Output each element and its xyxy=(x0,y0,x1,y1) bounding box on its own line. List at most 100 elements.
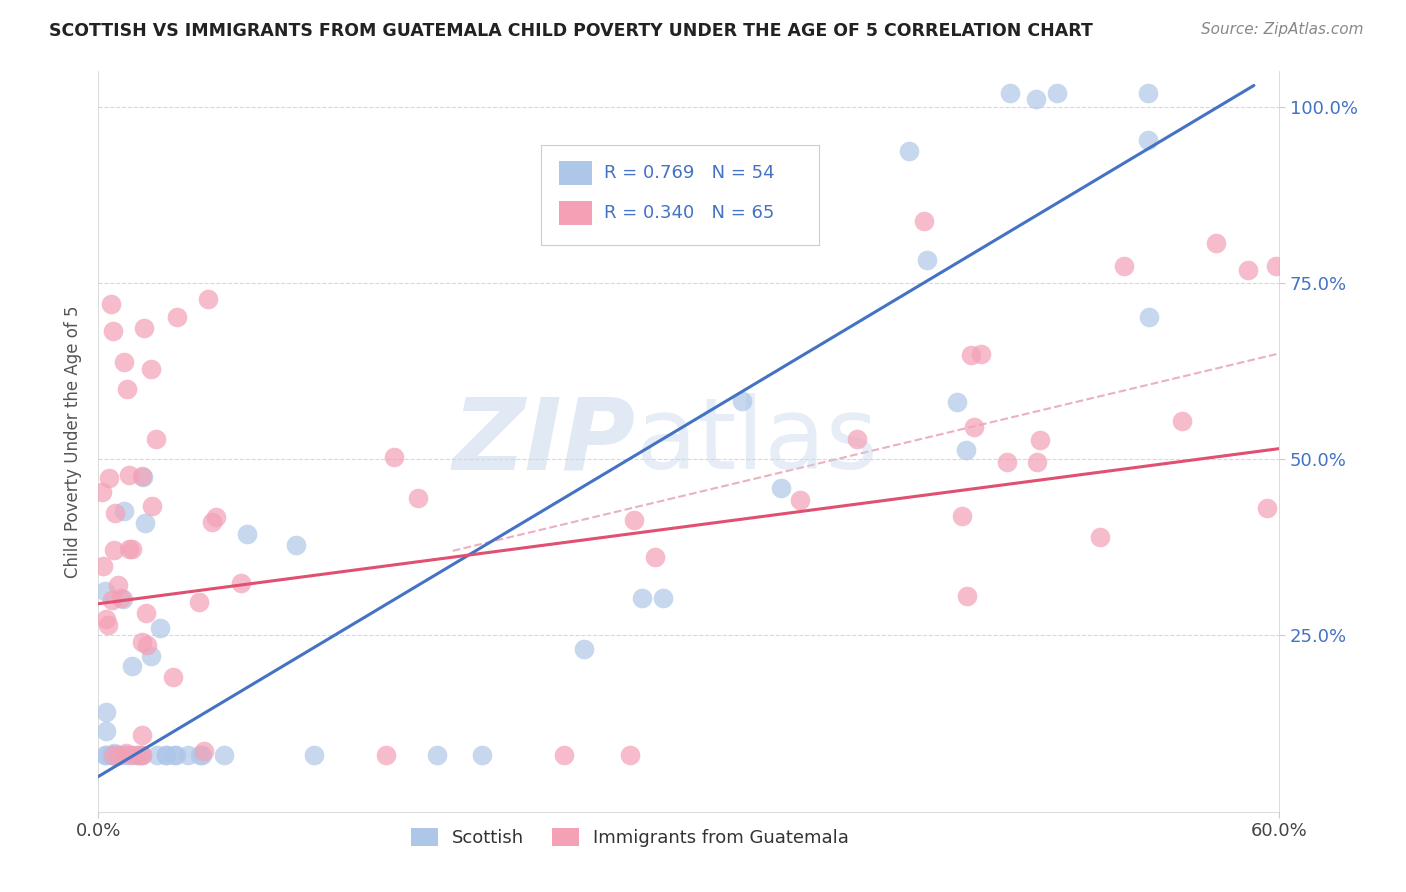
Point xyxy=(131,728,153,742)
Point xyxy=(1136,133,1159,147)
Point xyxy=(132,470,155,484)
Point xyxy=(995,455,1018,469)
Point xyxy=(112,504,135,518)
Point xyxy=(1088,530,1111,544)
Point xyxy=(187,595,209,609)
Point xyxy=(950,509,973,524)
Point xyxy=(129,748,152,763)
Point xyxy=(155,748,177,763)
Point xyxy=(100,748,122,763)
Point xyxy=(94,612,117,626)
Point xyxy=(956,589,979,603)
Point xyxy=(103,507,125,521)
FancyBboxPatch shape xyxy=(541,145,818,245)
Point xyxy=(93,748,115,763)
Point xyxy=(623,513,645,527)
Bar xyxy=(560,201,592,225)
Point xyxy=(121,542,143,557)
Point xyxy=(121,748,143,763)
Point xyxy=(131,468,153,483)
Point xyxy=(136,638,159,652)
Point xyxy=(1046,86,1069,100)
Point xyxy=(101,593,124,607)
Point xyxy=(155,748,177,763)
Point xyxy=(145,748,167,763)
Point xyxy=(114,746,136,760)
Point xyxy=(112,591,135,606)
Point xyxy=(1205,235,1227,250)
Point xyxy=(94,584,117,599)
Point xyxy=(731,394,754,409)
Point xyxy=(284,539,307,553)
Point xyxy=(846,432,869,446)
Point xyxy=(212,748,235,763)
Point xyxy=(789,493,811,508)
Point xyxy=(131,634,153,648)
Legend: Scottish, Immigrants from Guatemala: Scottish, Immigrants from Guatemala xyxy=(404,821,856,855)
Point xyxy=(166,310,188,325)
Point xyxy=(149,621,172,635)
Point xyxy=(1256,501,1278,516)
Point xyxy=(970,346,993,360)
Point xyxy=(134,516,156,531)
Point xyxy=(1236,263,1258,277)
Text: SCOTTISH VS IMMIGRANTS FROM GUATEMALA CHILD POVERTY UNDER THE AGE OF 5 CORRELATI: SCOTTISH VS IMMIGRANTS FROM GUATEMALA CH… xyxy=(49,22,1092,40)
Point xyxy=(375,748,398,763)
Point xyxy=(93,558,115,573)
Text: Source: ZipAtlas.com: Source: ZipAtlas.com xyxy=(1201,22,1364,37)
Point xyxy=(1114,259,1136,273)
Point xyxy=(912,214,935,228)
Point xyxy=(91,485,114,500)
Point xyxy=(125,748,148,763)
Point xyxy=(145,432,167,446)
Point xyxy=(652,591,675,606)
Point xyxy=(112,355,135,369)
Point xyxy=(163,748,186,763)
Point xyxy=(118,542,141,557)
Point xyxy=(127,748,149,763)
Point xyxy=(162,670,184,684)
Point xyxy=(304,748,326,763)
Point xyxy=(1137,86,1160,100)
Point xyxy=(191,748,214,763)
Point xyxy=(101,748,124,763)
Point xyxy=(97,618,120,632)
Text: R = 0.340   N = 65: R = 0.340 N = 65 xyxy=(605,203,775,222)
Point xyxy=(1264,259,1286,273)
Point xyxy=(100,297,122,311)
Point xyxy=(619,748,641,763)
Point xyxy=(139,649,162,664)
Point xyxy=(200,515,222,529)
Point xyxy=(960,348,983,362)
Point xyxy=(103,748,125,763)
Point xyxy=(382,450,405,465)
Point xyxy=(963,420,986,434)
Point xyxy=(107,748,129,763)
Point xyxy=(471,748,494,763)
Point xyxy=(188,748,211,763)
Point xyxy=(1029,433,1052,447)
Point xyxy=(107,578,129,592)
Point xyxy=(94,748,117,763)
Point xyxy=(1137,310,1160,324)
Point xyxy=(1025,92,1047,106)
Point xyxy=(229,575,252,590)
Point xyxy=(94,723,117,738)
Point xyxy=(100,748,122,763)
Point xyxy=(104,748,127,763)
Point xyxy=(101,324,124,338)
Point xyxy=(917,252,939,267)
Point xyxy=(406,491,429,505)
Point xyxy=(108,748,131,763)
Point xyxy=(553,748,575,763)
Point xyxy=(103,543,125,558)
Point xyxy=(177,748,200,763)
Point xyxy=(97,470,120,484)
Text: ZIP: ZIP xyxy=(453,393,636,490)
Point xyxy=(193,744,215,758)
Point xyxy=(955,442,977,457)
Point xyxy=(135,606,157,620)
Point xyxy=(946,395,969,409)
Point xyxy=(132,320,155,334)
Point xyxy=(197,293,219,307)
